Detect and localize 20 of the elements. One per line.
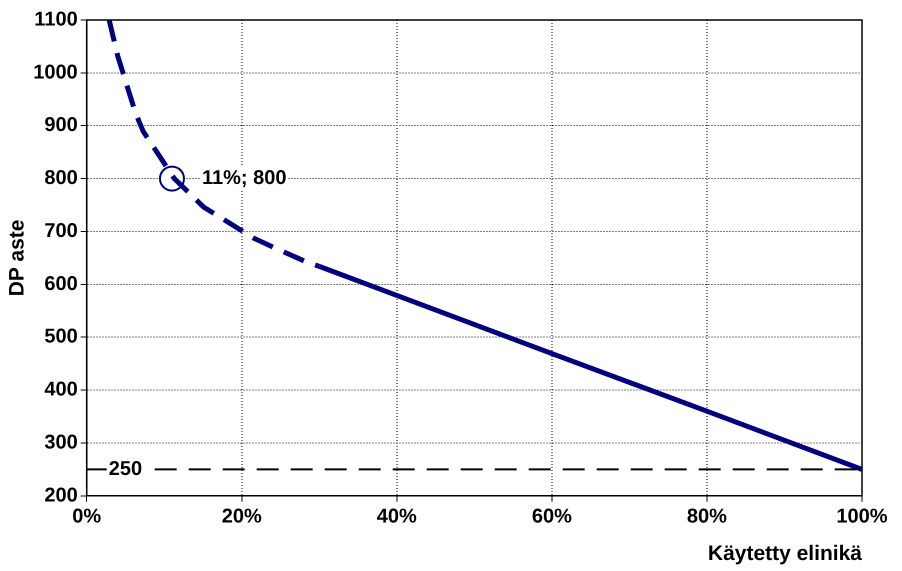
y-axis-title: DP aste <box>5 220 28 296</box>
x-tick-label: 100% <box>836 505 888 528</box>
x-tick-label: 20% <box>222 505 262 528</box>
y-tick-label: 300 <box>44 431 78 454</box>
x-axis-title: Käytetty elinikä <box>708 542 862 566</box>
x-tick-label: 80% <box>686 505 728 528</box>
y-tick-label: 500 <box>44 326 78 348</box>
y-tick-label: 700 <box>44 220 78 242</box>
x-tick-label: 60% <box>532 505 572 528</box>
y-tick-label: 800 <box>44 167 78 190</box>
annotation: 11%; 800 <box>202 167 286 190</box>
y-tick-label: 200 <box>44 484 78 506</box>
y-tick-label: 600 <box>44 272 78 295</box>
ref-line-label: 250 <box>108 458 142 480</box>
y-tick-label: 1100 <box>34 8 78 31</box>
x-tick-label: 0% <box>72 505 102 528</box>
y-tick-label: 900 <box>44 114 78 136</box>
y-tick-label: 1000 <box>33 61 78 84</box>
x-tick-label: 40% <box>376 505 418 528</box>
y-tick-label: 400 <box>44 378 78 401</box>
